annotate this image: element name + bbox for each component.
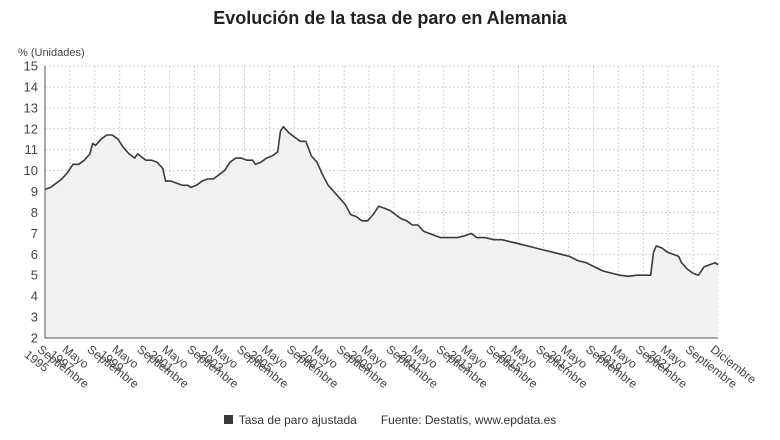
y-tick-label: 9: [31, 184, 38, 199]
y-tick-label: 5: [31, 268, 38, 283]
y-tick-label: 15: [24, 59, 38, 74]
chart-footer: Tasa de paro ajustada Fuente: Destatis, w…: [0, 413, 780, 427]
series-area: [44, 125, 719, 338]
source-text: Fuente: Destatis, www.epdata.es: [380, 413, 557, 427]
y-tick-label: 10: [24, 163, 38, 178]
y-axis-label: % (Unidades): [18, 47, 85, 59]
legend-label: Tasa de paro ajustada: [238, 413, 357, 427]
y-tick-label: 8: [31, 205, 38, 220]
chart-title: Evolución de la tasa de paro en Alemania: [213, 8, 567, 28]
y-tick-label: 13: [24, 100, 38, 115]
axes: [44, 66, 718, 339]
y-tick-label: 2: [31, 331, 38, 346]
y-tick-label: 11: [25, 142, 39, 157]
y-tick-label: 7: [31, 226, 38, 241]
y-tick-label: 3: [31, 310, 38, 325]
y-tick-label: 6: [31, 247, 38, 262]
y-tick-label: 12: [24, 121, 38, 136]
y-tick-label: 14: [24, 79, 38, 94]
legend-swatch: [223, 415, 233, 424]
y-tick-label: 4: [31, 289, 38, 304]
series-line: [44, 125, 719, 278]
